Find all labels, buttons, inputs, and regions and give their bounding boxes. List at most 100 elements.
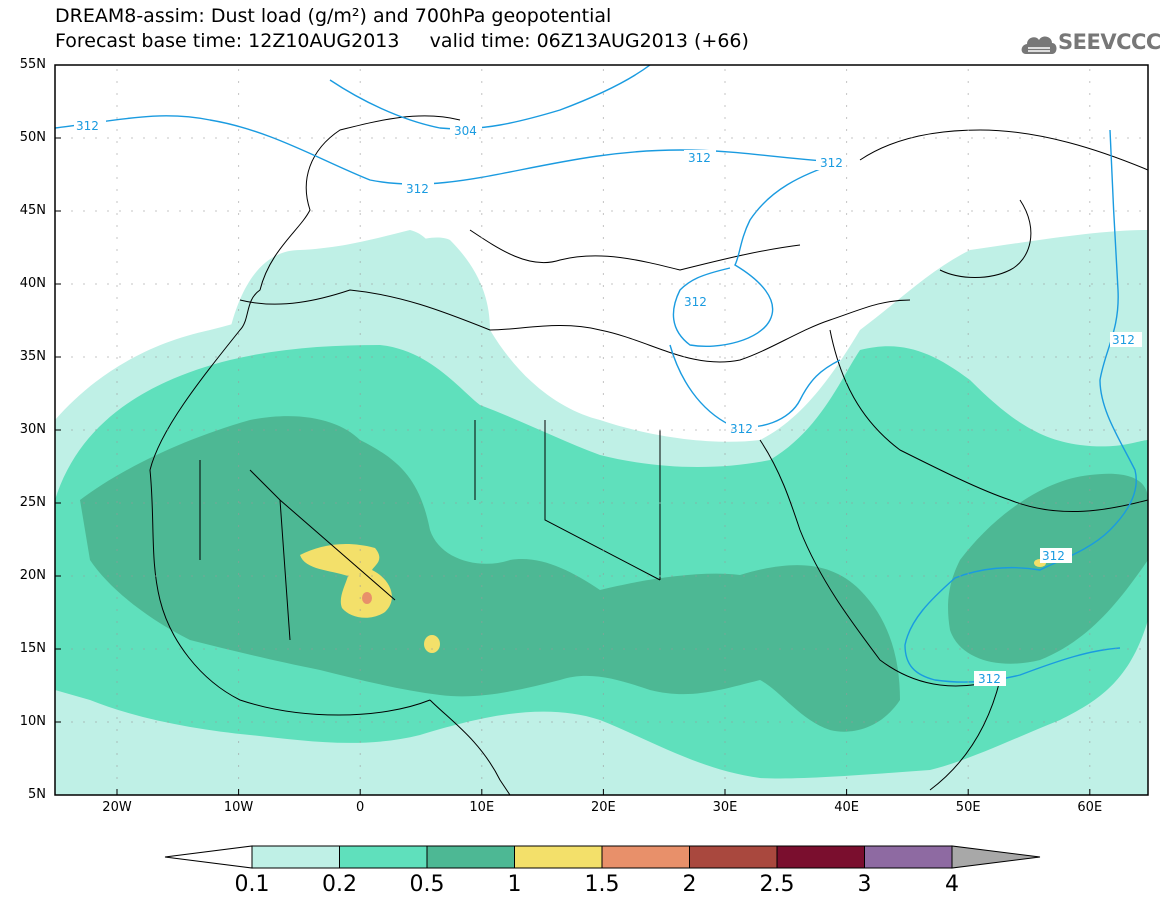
grid-dot bbox=[587, 721, 589, 723]
grid-dot bbox=[923, 575, 925, 577]
grid-dot bbox=[359, 453, 361, 455]
grid-dot bbox=[1007, 429, 1009, 431]
grid-dot bbox=[1089, 621, 1091, 623]
grid-dot bbox=[359, 333, 361, 335]
grid-dot bbox=[481, 489, 483, 491]
grid-dot bbox=[395, 356, 397, 358]
grid-dot bbox=[238, 81, 240, 83]
grid-dot bbox=[767, 648, 769, 650]
grid-dot bbox=[287, 429, 289, 431]
grid-dot bbox=[203, 356, 205, 358]
grid-dot bbox=[515, 502, 517, 504]
grid-dot bbox=[191, 575, 193, 577]
grid-dot bbox=[575, 283, 577, 285]
grid-dot bbox=[967, 729, 969, 731]
grid-dot bbox=[359, 597, 361, 599]
grid-dot bbox=[724, 597, 726, 599]
lon-label: 0 bbox=[356, 800, 365, 815]
grid-dot bbox=[967, 189, 969, 191]
grid-dot bbox=[899, 283, 901, 285]
grid-dot bbox=[1127, 502, 1129, 504]
grid-dot bbox=[359, 513, 361, 515]
grid-dot bbox=[116, 381, 118, 383]
grid-dot bbox=[119, 648, 121, 650]
colorbar-label: 4 bbox=[945, 872, 959, 897]
grid-dot bbox=[238, 213, 240, 215]
grid-dot bbox=[724, 177, 726, 179]
grid-dot bbox=[671, 429, 673, 431]
grid-dot bbox=[671, 137, 673, 139]
grid-dot bbox=[731, 575, 733, 577]
grid-dot bbox=[803, 575, 805, 577]
grid-dot bbox=[846, 369, 848, 371]
grid-dot bbox=[815, 210, 817, 212]
grid-dot bbox=[846, 777, 848, 779]
grid-dot bbox=[1089, 69, 1091, 71]
grid-dot bbox=[911, 137, 913, 139]
grid-dot bbox=[481, 597, 483, 599]
grid-dot bbox=[481, 585, 483, 587]
grid-dot bbox=[1089, 153, 1091, 155]
grid-dot bbox=[935, 502, 937, 504]
grid-dot bbox=[1089, 285, 1091, 287]
lat-label: 5N bbox=[28, 787, 46, 802]
grid-dot bbox=[779, 721, 781, 723]
grid-dot bbox=[1067, 648, 1069, 650]
grid-dot bbox=[131, 210, 133, 212]
grid-dot bbox=[299, 137, 301, 139]
grid-dot bbox=[1089, 609, 1091, 611]
grid-dot bbox=[827, 721, 829, 723]
grid-dot bbox=[846, 81, 848, 83]
grid-dot bbox=[743, 502, 745, 504]
grid-dot bbox=[116, 501, 118, 503]
grid-dot bbox=[1043, 356, 1045, 358]
grid-dot bbox=[95, 648, 97, 650]
grid-dot bbox=[1089, 213, 1091, 215]
grid-dot bbox=[1089, 561, 1091, 563]
grid-dot bbox=[967, 201, 969, 203]
grid-dot bbox=[635, 648, 637, 650]
grid-dot bbox=[967, 369, 969, 371]
grid-dot bbox=[623, 575, 625, 577]
grid-dot bbox=[503, 429, 505, 431]
grid-dot bbox=[238, 477, 240, 479]
grid-dot bbox=[263, 648, 265, 650]
grid-dot bbox=[251, 721, 253, 723]
grid-dot bbox=[503, 575, 505, 577]
grid-dot bbox=[179, 210, 181, 212]
grid-dot bbox=[815, 283, 817, 285]
grid-dot bbox=[1055, 283, 1057, 285]
grid-dot bbox=[602, 513, 605, 515]
grid-dot bbox=[191, 137, 193, 139]
grid-dot bbox=[1019, 283, 1021, 285]
grid-dot bbox=[359, 69, 361, 71]
grid-dot bbox=[481, 477, 483, 479]
grid-dot bbox=[602, 81, 605, 83]
grid-dot bbox=[575, 502, 577, 504]
grid-dot bbox=[215, 721, 217, 723]
grid-dot bbox=[251, 356, 253, 358]
grid-dot bbox=[515, 575, 517, 577]
grid-dot bbox=[971, 721, 973, 723]
grid-dot bbox=[481, 729, 483, 731]
grid-dot bbox=[563, 648, 565, 650]
grid-dot bbox=[371, 721, 373, 723]
grid-dot bbox=[359, 537, 361, 539]
grid-dot bbox=[967, 69, 969, 71]
grid-dot bbox=[1007, 283, 1009, 285]
grid-dot bbox=[467, 210, 469, 212]
grid-dot bbox=[724, 669, 726, 671]
grid-dot bbox=[359, 729, 361, 731]
grid-dot bbox=[967, 429, 969, 431]
grid-dot bbox=[116, 609, 118, 611]
grid-dot bbox=[431, 502, 433, 504]
grid-dot bbox=[755, 648, 757, 650]
grid-dot bbox=[119, 721, 121, 723]
grid-dot bbox=[191, 721, 193, 723]
grid-dot bbox=[481, 153, 483, 155]
grid-dot bbox=[602, 441, 605, 443]
grid-dot bbox=[1067, 283, 1069, 285]
grid-dot bbox=[215, 137, 217, 139]
grid-dot bbox=[299, 210, 301, 212]
grid-dot bbox=[263, 502, 265, 504]
